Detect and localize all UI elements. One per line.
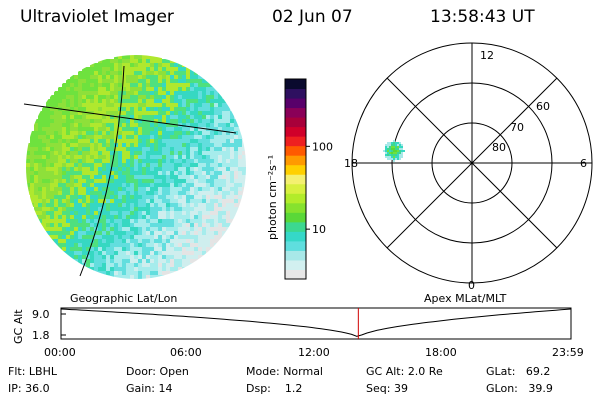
colorbar-segment [285,117,306,128]
colorbar-segment [285,221,306,232]
colorbar-segment [285,145,306,156]
seq-value: 39 [393,382,408,395]
timeline-xtick-1200: 12:00 [298,346,330,359]
filter-label: Flt: [8,365,26,378]
colorbar-segment [285,240,306,251]
info-glat: GLat: 69.2 [486,365,550,378]
time-label: 13:58:43 UT [430,7,535,27]
geographic-projection-label: Geographic Lat/Lon [70,292,178,305]
colorbar-tick-label: 10 [312,223,326,236]
gc-alt-value: 2.0 Re [407,365,443,378]
timeline-xtick-1800: 18:00 [425,346,457,359]
dsp-label: Dsp: [246,382,271,395]
info-door: Door: Open [126,365,189,378]
colorbar-segment [285,250,306,261]
timeline-xtick-2359: 23:59 [552,346,584,359]
apex-projection-label: Apex MLat/MLT [424,292,507,305]
mode-value: Normal [283,365,323,378]
info-gc-alt: GC Alt: 2.0 Re [366,365,443,378]
timeline-xtick-0000: 00:00 [44,346,76,359]
colorbar-segment [285,269,306,280]
door-value: Open [159,365,189,378]
colorbar-segment [285,183,306,194]
colorbar-segment [285,155,306,166]
timeline-xtick-0600: 06:00 [170,346,202,359]
date-label: 02 Jun 07 [272,7,353,27]
ip-value: 36.0 [25,382,50,395]
mlat-label-80: 80 [492,141,506,154]
mlt-label-18: 18 [344,157,358,170]
colorbar-segment [285,212,306,223]
glat-value: 69.2 [525,365,551,378]
colorbar-segment [285,88,306,99]
colorbar-segment [285,231,306,242]
timeline-ytick-top: 9.0 [32,308,50,321]
colorbar-segment [285,193,306,204]
filter-value: LBHL [28,365,57,378]
colorbar-segment [285,164,306,175]
info-dsp: Dsp: 1.2 [246,382,302,395]
gain-label: Gain: [126,382,155,395]
longitude-gridline [79,65,125,277]
mlat-label-60: 60 [536,100,550,113]
door-label: Door: [126,365,156,378]
seq-label: Seq: [366,382,391,395]
timeline-ylabel: GC Alt [12,309,25,344]
diagonal-meridian-2 [386,77,558,249]
dsp-value: 1.2 [284,382,303,395]
latitude-gridline [23,103,237,134]
info-mode: Mode: Normal [246,365,323,378]
mlt-label-12: 12 [480,49,494,62]
gain-value: 14 [158,382,173,395]
mlt-label-0: 0 [468,279,475,292]
gc-alt-label: GC Alt: [366,365,405,378]
colorbar-segment [285,136,306,147]
glat-label: GLat: [486,365,516,378]
mode-label: Mode: [246,365,280,378]
info-filter: Flt: LBHL [8,365,57,378]
timeline-frame [60,307,572,340]
glon-label: GLon: [486,382,518,395]
mlt-label-6: 6 [580,157,587,170]
info-seq: Seq: 39 [366,382,408,395]
uv-image-pixels [26,55,246,279]
glon-value: 39.9 [528,382,553,395]
auroral-patch [383,140,405,162]
colorbar-segment [285,174,306,185]
info-gain: Gain: 14 [126,382,173,395]
instrument-title: Ultraviolet Imager [20,7,174,27]
colorbar-tick-label: 100 [312,140,333,153]
colorbar-frame [284,78,307,280]
timeline-ytick-bottom: 1.8 [32,329,50,342]
info-ip: IP: 36.0 [8,382,50,395]
mlat-label-70: 70 [510,121,524,134]
colorbar-unit-label: photon cm⁻²s⁻¹ [266,155,279,240]
colorbar-segment [285,98,306,109]
altitude-curve [60,308,572,337]
colorbar-segment [285,107,306,118]
colorbar-segment [285,202,306,213]
ip-label: IP: [8,382,22,395]
colorbar-segment [285,79,306,90]
colorbar-segment [285,259,306,270]
info-glon: GLon: 39.9 [486,382,553,395]
colorbar-segment [285,126,306,137]
